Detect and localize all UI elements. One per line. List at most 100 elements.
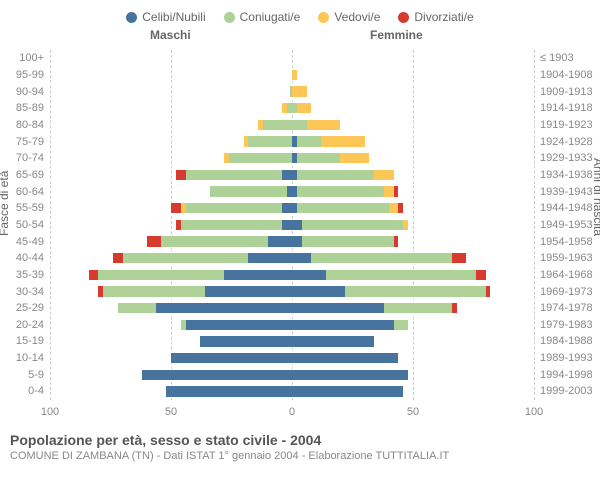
- x-tick: 50: [407, 406, 419, 418]
- age-row: 65-691934-1938: [50, 167, 534, 184]
- age-row: 50-541949-1953: [50, 217, 534, 234]
- legend-swatch: [224, 12, 235, 23]
- bar-seg-female: [321, 135, 365, 147]
- age-row: 35-391964-1968: [50, 267, 534, 284]
- bar-seg-female: [292, 369, 408, 381]
- birth-label: 1999-2003: [540, 385, 593, 397]
- bar-seg-female: [302, 219, 404, 231]
- plot-area: Fasce di età Anni di nascita 100+≤ 19039…: [0, 46, 600, 426]
- bar-seg-male: [171, 202, 181, 214]
- age-row: 80-841919-1923: [50, 117, 534, 134]
- bar-seg-female: [297, 152, 341, 164]
- legend-label: Vedovi/e: [334, 10, 380, 24]
- bar-seg-female: [292, 302, 384, 314]
- bar-seg-male: [200, 335, 292, 347]
- age-label: 5-9: [28, 369, 44, 381]
- bar-seg-female: [452, 302, 457, 314]
- bar-seg-female: [297, 169, 374, 181]
- bar-seg-male: [263, 119, 292, 131]
- bar-seg-female: [394, 235, 399, 247]
- age-label: 80-84: [16, 119, 44, 131]
- bar-seg-male: [248, 252, 292, 264]
- bar-seg-female: [394, 319, 409, 331]
- bar-seg-female: [292, 335, 374, 347]
- legend-label: Coniugati/e: [240, 10, 301, 24]
- legend-item: Divorziati/e: [398, 10, 473, 24]
- age-row: 70-741929-1933: [50, 150, 534, 167]
- bar-seg-male: [176, 169, 186, 181]
- age-row: 55-591944-1948: [50, 200, 534, 217]
- bar-seg-female: [311, 252, 451, 264]
- x-axis: 10050050100: [50, 402, 534, 426]
- bar-seg-female: [384, 302, 452, 314]
- bar-seg-male: [186, 202, 283, 214]
- population-pyramid-chart: Celibi/Nubili Coniugati/e Vedovi/e Divorzia…: [0, 0, 600, 500]
- x-tick: 50: [165, 406, 177, 418]
- age-label: 100+: [19, 52, 44, 64]
- age-label: 50-54: [16, 219, 44, 231]
- bar-seg-male: [103, 285, 205, 297]
- bar-seg-male: [98, 269, 224, 281]
- bar-seg-male: [147, 235, 162, 247]
- bar-seg-male: [210, 185, 287, 197]
- chart-title: Popolazione per età, sesso e stato civil…: [10, 432, 590, 448]
- birth-label: 1924-1928: [540, 136, 593, 148]
- birth-label: 1944-1948: [540, 202, 593, 214]
- birth-label: 1919-1923: [540, 119, 593, 131]
- bar-seg-female: [297, 202, 389, 214]
- age-row: 90-941909-1913: [50, 83, 534, 100]
- bar-seg-female: [292, 285, 345, 297]
- age-row: 60-641939-1943: [50, 183, 534, 200]
- age-label: 30-34: [16, 286, 44, 298]
- bar-seg-male: [282, 219, 292, 231]
- age-row: 75-791924-1928: [50, 133, 534, 150]
- age-label: 75-79: [16, 136, 44, 148]
- bar-seg-female: [292, 269, 326, 281]
- bar-seg-female: [292, 69, 297, 81]
- x-tick: 100: [41, 406, 59, 418]
- age-label: 35-39: [16, 269, 44, 281]
- birth-label: 1974-1978: [540, 302, 593, 314]
- bar-seg-male: [181, 219, 283, 231]
- bar-seg-male: [89, 269, 99, 281]
- bar-seg-male: [171, 352, 292, 364]
- birth-label: 1914-1918: [540, 102, 593, 114]
- x-tick: 100: [525, 406, 543, 418]
- bar-seg-female: [394, 185, 399, 197]
- bar-seg-female: [398, 202, 403, 214]
- bar-seg-male: [248, 135, 292, 147]
- legend-item: Celibi/Nubili: [126, 10, 205, 24]
- age-label: 65-69: [16, 169, 44, 181]
- age-label: 25-29: [16, 302, 44, 314]
- birth-label: 1994-1998: [540, 369, 593, 381]
- bar-rows: 100+≤ 190395-991904-190890-941909-191385…: [50, 50, 534, 400]
- age-label: 45-49: [16, 236, 44, 248]
- bar-seg-female: [292, 235, 302, 247]
- birth-label: 1909-1913: [540, 86, 593, 98]
- age-row: 85-891914-1918: [50, 100, 534, 117]
- age-label: 20-24: [16, 319, 44, 331]
- age-label: 70-74: [16, 152, 44, 164]
- bar-seg-male: [205, 285, 292, 297]
- bar-seg-female: [486, 285, 491, 297]
- bar-seg-male: [156, 302, 292, 314]
- age-row: 5-91994-1998: [50, 366, 534, 383]
- birth-label: 1969-1973: [540, 286, 593, 298]
- bar-seg-female: [384, 185, 394, 197]
- bar-seg-male: [123, 252, 249, 264]
- birth-label: 1954-1958: [540, 236, 593, 248]
- bar-seg-male: [113, 252, 123, 264]
- bar-seg-male: [186, 169, 283, 181]
- bar-seg-female: [297, 102, 312, 114]
- age-label: 90-94: [16, 86, 44, 98]
- header-male: Maschi: [150, 28, 191, 42]
- birth-label: 1979-1983: [540, 319, 593, 331]
- x-tick: 0: [289, 406, 295, 418]
- bar-seg-male: [118, 302, 157, 314]
- legend: Celibi/Nubili Coniugati/e Vedovi/e Divorzia…: [0, 0, 600, 28]
- chart-footer: Popolazione per età, sesso e stato civil…: [0, 426, 600, 462]
- age-label: 15-19: [16, 335, 44, 347]
- bar-seg-female: [403, 219, 408, 231]
- age-label: 85-89: [16, 102, 44, 114]
- age-label: 95-99: [16, 69, 44, 81]
